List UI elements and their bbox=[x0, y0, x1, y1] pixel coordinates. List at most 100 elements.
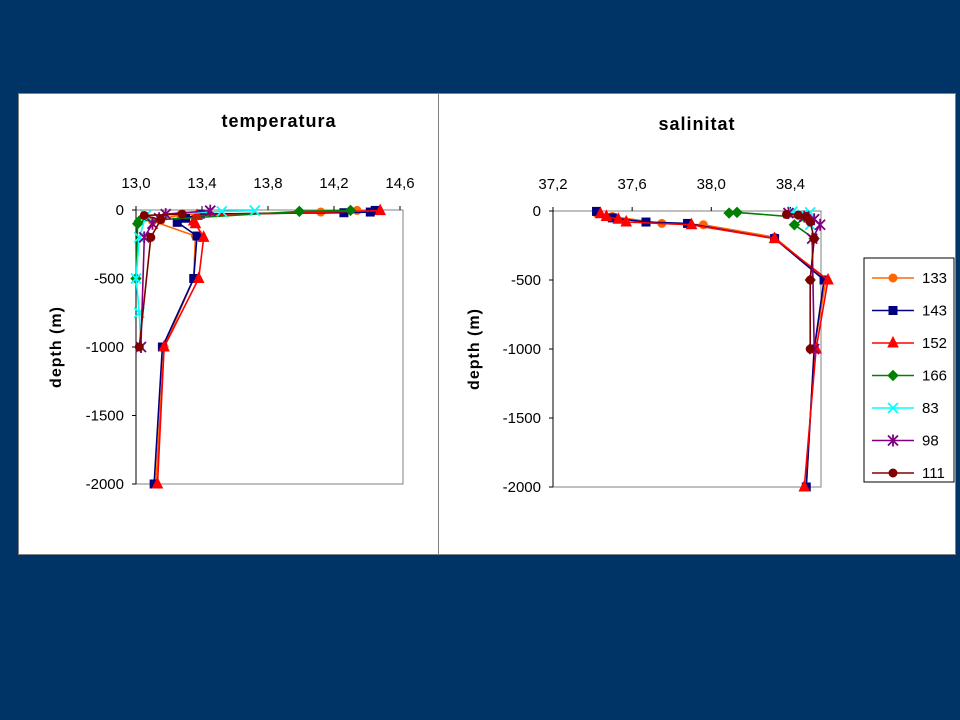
x-tick-label: 14,2 bbox=[319, 175, 348, 192]
y-tick-label: -1500 bbox=[503, 410, 541, 427]
temperature-chart: temperatura 13,0 13,4 13,8 14,2 14,6 0 -500 -100… bbox=[48, 111, 415, 493]
series-line bbox=[788, 212, 822, 350]
data-point bbox=[151, 476, 164, 489]
data-point bbox=[814, 218, 826, 231]
y-tick-label: 0 bbox=[116, 202, 124, 219]
data-point bbox=[344, 204, 357, 217]
series-line bbox=[596, 212, 827, 488]
series-line bbox=[156, 209, 381, 485]
data-point bbox=[130, 272, 142, 285]
data-point bbox=[249, 205, 261, 217]
data-point bbox=[594, 206, 607, 219]
y-tick-label: -2000 bbox=[86, 476, 124, 493]
data-point bbox=[177, 209, 187, 219]
x-tick-label: 37,2 bbox=[538, 176, 567, 193]
x-tick-label: 38,0 bbox=[697, 176, 726, 193]
salinity-chart: salinitat 37,2 37,6 38,0 38,4 0 -500 -1000 -1500… bbox=[466, 114, 955, 496]
legend: 133 143 152 166 83 98 111 bbox=[863, 257, 955, 483]
y-tick-label: -500 bbox=[511, 272, 541, 289]
legend-label: 166 bbox=[922, 368, 947, 385]
plot-area bbox=[552, 210, 822, 488]
data-point bbox=[133, 231, 145, 244]
legend-marker bbox=[888, 273, 898, 283]
data-point bbox=[138, 231, 150, 244]
legend-label: 133 bbox=[922, 270, 947, 287]
x-tick-label: 38,4 bbox=[776, 176, 805, 193]
legend-item: 143 bbox=[872, 303, 947, 320]
data-point bbox=[788, 219, 801, 231]
data-point bbox=[620, 214, 633, 227]
x-tick-label: 13,8 bbox=[253, 175, 282, 192]
series-line bbox=[729, 211, 816, 281]
legend-item: 83 bbox=[872, 400, 939, 417]
y-tick-label: -2000 bbox=[503, 479, 541, 496]
legend-item: 152 bbox=[872, 335, 947, 352]
series-111 bbox=[134, 209, 187, 352]
data-point bbox=[134, 342, 144, 352]
series-133 bbox=[148, 205, 362, 489]
series-152 bbox=[594, 206, 834, 492]
legend-label: 83 bbox=[922, 400, 939, 417]
legend-label: 98 bbox=[922, 433, 939, 450]
x-tick-label: 13,0 bbox=[121, 175, 150, 192]
series-133 bbox=[592, 208, 831, 492]
data-point bbox=[805, 344, 815, 354]
series-98 bbox=[135, 204, 216, 353]
data-point bbox=[822, 272, 834, 285]
data-point bbox=[731, 206, 743, 219]
data-point bbox=[131, 217, 144, 230]
legend-marker bbox=[888, 306, 898, 315]
data-point bbox=[600, 209, 613, 222]
legend-label: 143 bbox=[922, 303, 947, 320]
data-point bbox=[768, 231, 781, 244]
data-point bbox=[158, 339, 170, 352]
plot-area bbox=[135, 209, 404, 485]
series-143 bbox=[149, 205, 380, 489]
legend-marker bbox=[887, 434, 899, 447]
data-point bbox=[293, 205, 306, 218]
salinity-chart-panel: salinitat 37,2 37,6 38,0 38,4 0 -500 -1000 -1500… bbox=[438, 93, 956, 555]
legend-label: 152 bbox=[922, 335, 947, 352]
data-point bbox=[809, 234, 819, 244]
legend-marker bbox=[887, 402, 899, 414]
chart-title: salinitat bbox=[658, 114, 735, 134]
series-166 bbox=[130, 204, 357, 285]
y-tick-label: -1000 bbox=[86, 339, 124, 356]
data-point bbox=[204, 204, 216, 217]
legend-marker bbox=[888, 468, 898, 478]
legend-item: 133 bbox=[872, 270, 947, 287]
x-tick-label: 14,6 bbox=[385, 175, 414, 192]
series-line bbox=[135, 209, 351, 279]
legend-item: 111 bbox=[872, 465, 945, 482]
data-point bbox=[805, 275, 815, 285]
legend-marker bbox=[887, 335, 899, 348]
series-line bbox=[153, 209, 376, 485]
y-tick-label: -1500 bbox=[86, 408, 124, 425]
x-tick-label: 13,4 bbox=[187, 175, 216, 192]
y-tick-label: -1000 bbox=[503, 341, 541, 358]
data-point bbox=[216, 205, 228, 218]
x-tick-label: 37,6 bbox=[618, 176, 647, 193]
y-axis-label: depth (m) bbox=[48, 306, 65, 388]
legend-marker bbox=[887, 369, 899, 382]
data-point bbox=[197, 230, 210, 242]
data-point bbox=[189, 216, 202, 229]
legend-box bbox=[863, 257, 955, 483]
data-point bbox=[139, 210, 149, 220]
data-point bbox=[612, 212, 625, 224]
data-point bbox=[793, 210, 803, 220]
data-point bbox=[146, 232, 156, 242]
data-point bbox=[374, 203, 387, 216]
series-111 bbox=[781, 209, 819, 354]
y-tick-label: 0 bbox=[533, 203, 541, 220]
legend-item: 166 bbox=[872, 368, 947, 385]
series-143 bbox=[592, 206, 829, 492]
series-152 bbox=[151, 203, 387, 489]
data-point bbox=[805, 217, 815, 227]
series-line bbox=[149, 209, 358, 485]
y-tick-label: -500 bbox=[94, 271, 124, 288]
data-point bbox=[685, 217, 698, 230]
y-axis-label: depth (m) bbox=[466, 308, 483, 390]
chart-title: temperatura bbox=[221, 111, 336, 131]
data-point bbox=[365, 207, 375, 217]
